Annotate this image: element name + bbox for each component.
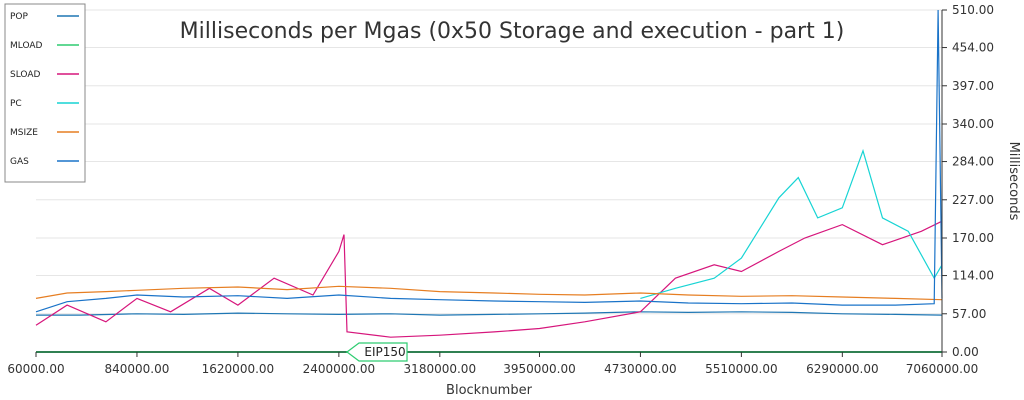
x-tick-label: 6290000.00 bbox=[806, 362, 879, 376]
x-tick-label: 1620000.00 bbox=[202, 362, 275, 376]
chart-title: Milliseconds per Mgas (0x50 Storage and … bbox=[180, 19, 845, 44]
y-axis-label: Milliseconds bbox=[1006, 142, 1021, 221]
legend-label: MLOAD bbox=[10, 41, 43, 51]
y-tick-label: 170.00 bbox=[952, 231, 994, 245]
y-tick-label: 510.00 bbox=[952, 3, 994, 17]
y-tick-label: 397.00 bbox=[952, 79, 994, 93]
x-tick-label: 5510000.00 bbox=[705, 362, 778, 376]
x-tick-label: 4730000.00 bbox=[604, 362, 677, 376]
series-line-pop bbox=[36, 311, 943, 316]
x-tick-label: 3180000.00 bbox=[404, 362, 477, 376]
y-tick-label: 454.00 bbox=[952, 41, 994, 55]
y-tick-label: 57.00 bbox=[952, 307, 986, 321]
series-line-msize bbox=[35, 285, 943, 301]
y-tick-label: 340.00 bbox=[952, 117, 994, 131]
annotation-flag bbox=[346, 342, 408, 362]
x-tick-label: 3950000.00 bbox=[503, 362, 576, 376]
legend-label: PC bbox=[10, 99, 22, 109]
y-tick-label: 0.00 bbox=[952, 345, 979, 359]
legend-label: MSIZE bbox=[10, 128, 38, 138]
x-tick-label: 840000.00 bbox=[105, 362, 170, 376]
annotation-label: EIP150 bbox=[364, 345, 405, 359]
series-line-pc bbox=[640, 148, 943, 299]
legend-label: POP bbox=[10, 12, 29, 22]
x-axis-label: Blocknumber bbox=[446, 383, 533, 398]
series-layer bbox=[35, 9, 943, 353]
series-line-gas bbox=[35, 9, 943, 313]
y-tick-label: 284.00 bbox=[952, 155, 994, 169]
x-tick-label: 60000.00 bbox=[7, 362, 64, 376]
axes: 0.00 57.00 114.00 170.00 227.00 284.00 340.00 3… bbox=[7, 3, 994, 376]
legend: POP MLOAD SLOAD PC MSIZE GAS bbox=[4, 3, 86, 183]
x-tick-label: 2400000.00 bbox=[303, 362, 376, 376]
legend-label: SLOAD bbox=[10, 70, 40, 80]
series-line-sload bbox=[35, 220, 943, 338]
annotation-marker: EIP150 bbox=[346, 342, 408, 362]
legend-box bbox=[4, 3, 86, 183]
annotations: EIP150 bbox=[346, 342, 408, 362]
y-tick-label: 114.00 bbox=[952, 269, 994, 283]
x-tick-label: 7060000.00 bbox=[906, 362, 979, 376]
y-tick-label: 227.00 bbox=[952, 193, 994, 207]
legend-label: GAS bbox=[10, 157, 29, 167]
